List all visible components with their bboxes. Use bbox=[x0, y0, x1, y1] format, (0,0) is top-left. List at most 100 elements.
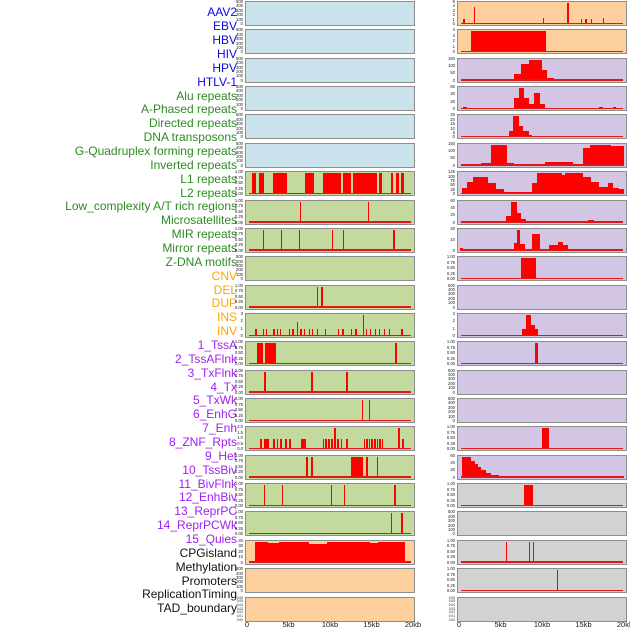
data-bar bbox=[531, 325, 535, 336]
data-bar bbox=[521, 329, 526, 336]
data-bar bbox=[370, 173, 378, 195]
track-panel-11-bivflnk bbox=[457, 341, 627, 367]
y-tick-label: 1.00 bbox=[234, 197, 243, 203]
zero-baseline bbox=[249, 533, 411, 535]
data-bar bbox=[256, 343, 264, 365]
y-tick-label: 50 bbox=[450, 70, 455, 76]
y-tick-label: 10 bbox=[450, 237, 455, 242]
data-bar bbox=[532, 541, 535, 563]
zero-baseline bbox=[249, 561, 411, 563]
y-tick-label: 1.00 bbox=[234, 169, 243, 175]
y-tick-label: 200 bbox=[236, 12, 243, 18]
y-tick-label: 0 bbox=[240, 588, 243, 594]
data-bar bbox=[346, 371, 348, 393]
y-tick-label: 200 bbox=[236, 267, 243, 273]
data-bar bbox=[470, 31, 546, 53]
data-bar bbox=[390, 513, 393, 535]
data-bar bbox=[362, 314, 365, 336]
y-tick-label: 400 bbox=[236, 60, 243, 66]
data-bar bbox=[516, 212, 521, 223]
y-tick-label: 0.75 bbox=[234, 288, 243, 294]
y-tick-label: 50 bbox=[450, 182, 455, 188]
y-tick-label: 25 bbox=[450, 112, 455, 118]
x-tick-label: 5kb bbox=[494, 620, 507, 629]
data-bar bbox=[394, 485, 396, 507]
y-tick-label: 0 bbox=[240, 21, 243, 27]
plot-area-inverted-repeats bbox=[248, 314, 412, 336]
y-tick-label: 300 bbox=[236, 575, 243, 581]
track-panel-cpgisland bbox=[457, 483, 627, 509]
data-bar bbox=[280, 229, 282, 251]
data-bar bbox=[513, 116, 520, 138]
data-bar bbox=[391, 173, 394, 195]
data-bar bbox=[612, 187, 620, 195]
zero-baseline bbox=[249, 476, 411, 478]
y-tick-label: 0.25 bbox=[446, 271, 455, 276]
data-bar bbox=[619, 188, 624, 195]
x-tick-label: 20kb bbox=[404, 620, 422, 629]
data-bar bbox=[279, 541, 310, 563]
data-bar bbox=[460, 247, 464, 251]
y-tick-label: 200 bbox=[448, 381, 455, 386]
track-label-hpv: HPV bbox=[212, 60, 237, 75]
plot-area-promoters bbox=[460, 541, 624, 563]
data-bar bbox=[371, 438, 373, 450]
zero-baseline bbox=[249, 419, 411, 422]
plot-area-cnv bbox=[248, 541, 412, 563]
data-bar bbox=[540, 103, 546, 110]
plot-area-del bbox=[248, 570, 412, 591]
y-tick-label: 1.0 bbox=[237, 435, 243, 441]
y-tick-label: 0 bbox=[452, 475, 455, 480]
y-tick-label: 150 bbox=[448, 56, 455, 61]
y-tick-label: 0.50 bbox=[234, 237, 243, 242]
data-bar bbox=[330, 485, 333, 507]
y-tick-label: 0.75 bbox=[446, 430, 455, 435]
y-tick-label: 0.01 bbox=[236, 613, 243, 618]
y-tick-label: 125 bbox=[448, 169, 455, 175]
data-bar bbox=[523, 98, 529, 110]
data-bar bbox=[326, 541, 370, 563]
data-bar bbox=[325, 328, 327, 336]
track-panel-2-tssaflnk bbox=[457, 86, 627, 112]
y-tick-label: 1.00 bbox=[234, 509, 243, 515]
data-bar bbox=[301, 438, 306, 450]
plot-area-methylation bbox=[460, 513, 624, 534]
track-label-del: DEL bbox=[213, 282, 237, 297]
y-tick-label: 0.75 bbox=[446, 572, 455, 577]
zero-baseline bbox=[249, 192, 411, 195]
y-tick-label: 0.25 bbox=[234, 412, 243, 418]
data-bar bbox=[481, 470, 487, 478]
y-tick-label: 60 bbox=[450, 453, 455, 458]
y-tick-label: 1.00 bbox=[234, 368, 243, 373]
data-bar bbox=[607, 183, 613, 195]
data-bar bbox=[461, 187, 467, 195]
y-tick-label: 0.00 bbox=[234, 475, 243, 480]
y-tick-label: 0.50 bbox=[446, 350, 455, 356]
y-tick-label: 0.00 bbox=[446, 361, 455, 367]
data-bar bbox=[583, 147, 590, 166]
plot-area-1-tssa bbox=[460, 60, 624, 81]
track-panel-1-tssa bbox=[457, 57, 627, 83]
plot-area-7-enh bbox=[460, 229, 624, 251]
zero-baseline bbox=[461, 221, 623, 223]
y-tick-label: 150 bbox=[448, 141, 455, 146]
y-tick-label: 500 bbox=[236, 566, 243, 572]
data-bar bbox=[346, 438, 349, 450]
y-tick-label: 60 bbox=[450, 197, 455, 203]
data-bar bbox=[481, 162, 492, 166]
y-tick-label: 1.00 bbox=[234, 226, 243, 231]
data-bar bbox=[473, 176, 488, 195]
track-label-dna-transposons: DNA transposons bbox=[143, 130, 237, 145]
track-label-10-tssbiv: 10_TssBiv bbox=[182, 462, 237, 477]
y-tick-label: 0.00 bbox=[234, 418, 243, 424]
plot-area-directed-repeats bbox=[248, 229, 412, 251]
plot-area-tad-boundary bbox=[460, 599, 624, 620]
track-panel-4-tx bbox=[457, 142, 627, 168]
y-tick-label: 0.04 bbox=[236, 602, 243, 607]
y-tick-label: 500 bbox=[448, 282, 455, 288]
data-bar bbox=[264, 371, 266, 393]
track-panel-microsatellites bbox=[245, 426, 415, 452]
data-bar bbox=[333, 428, 336, 450]
y-tick-label: 300 bbox=[236, 149, 243, 155]
y-tick-label: 200 bbox=[236, 40, 243, 46]
